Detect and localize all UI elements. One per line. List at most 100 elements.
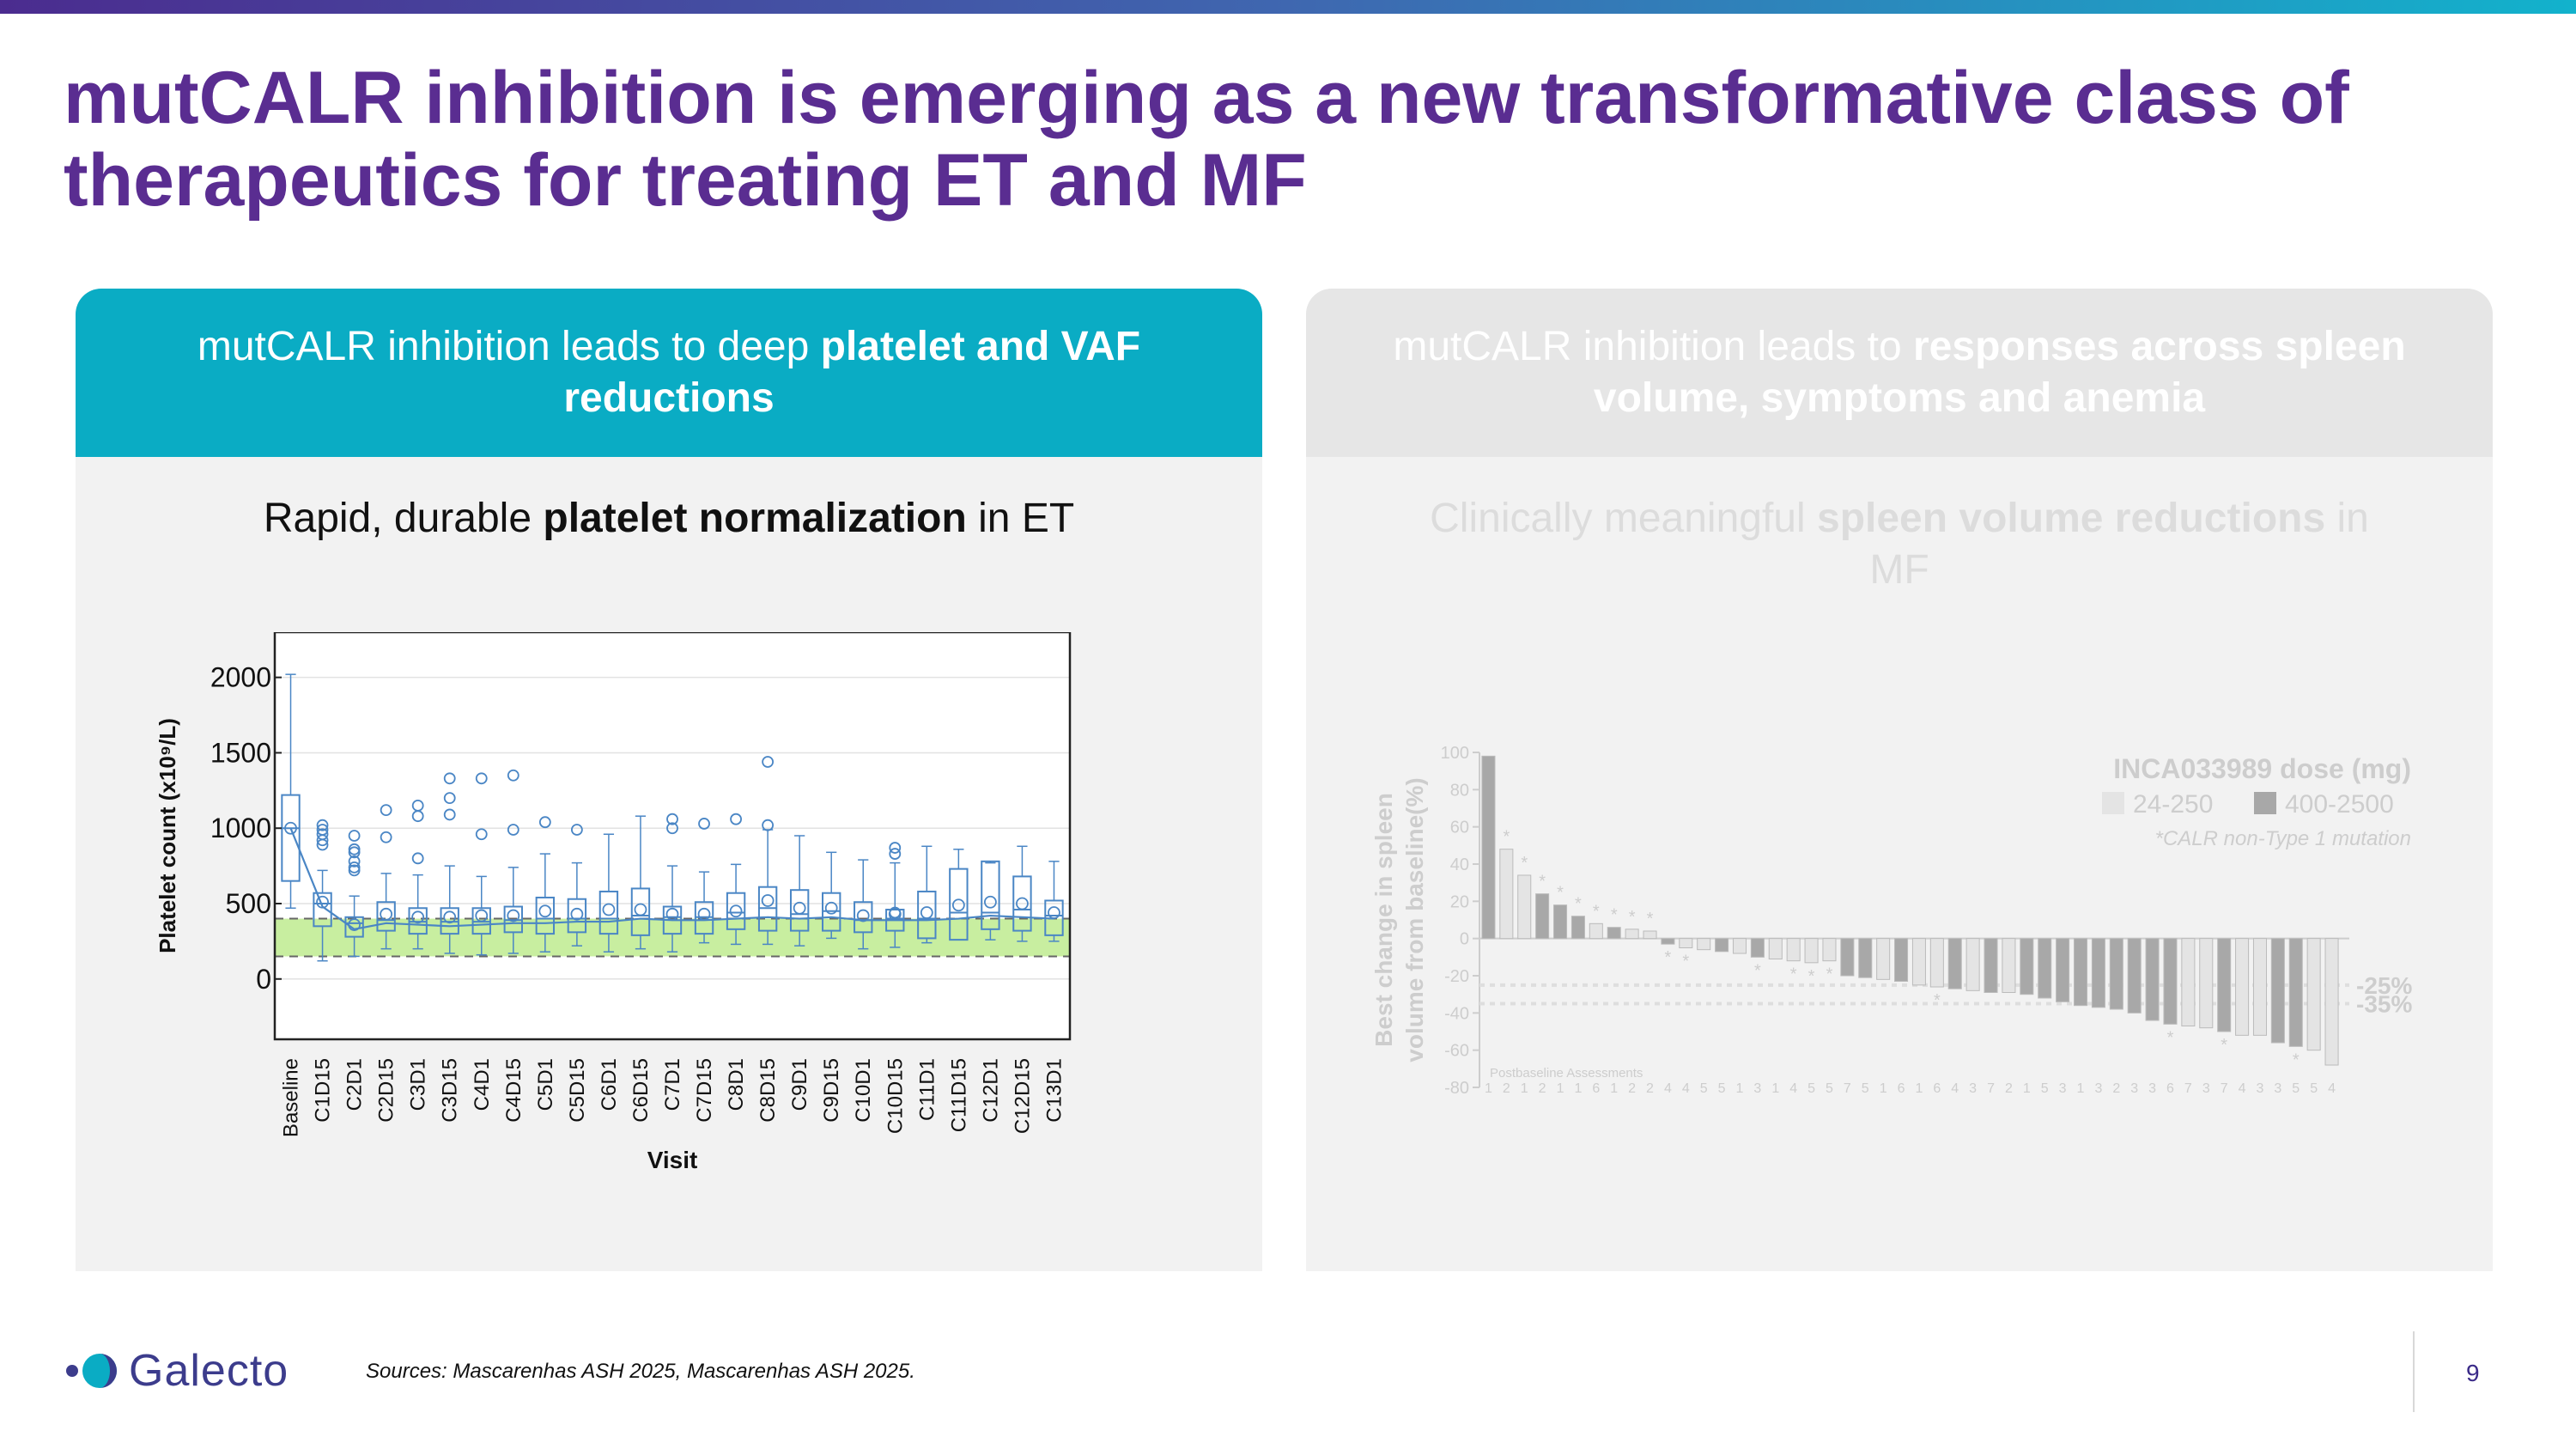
outlier-point [316, 834, 329, 847]
sources-text: Sources: Mascarenhas ASH 2025, Mascarenh… [366, 1360, 915, 1383]
non-type1-asterisk: * [1629, 908, 1636, 927]
y-tick-label: -20 [1444, 967, 1469, 986]
waterfall-bar [1858, 938, 1873, 978]
x-tick-label: C1D15 [312, 1058, 335, 1123]
x-tick-label: C12D15 [1011, 1058, 1034, 1134]
outlier-point [348, 830, 361, 842]
outlier-point [570, 824, 583, 836]
page-number: 9 [2466, 1360, 2480, 1386]
waterfall-bar [1625, 928, 1639, 940]
waterfall-bar [2306, 938, 2321, 1051]
assessment-count: 7 [1987, 1081, 1995, 1096]
box [1012, 875, 1032, 932]
outlier-point [538, 816, 551, 829]
waterfall-bar [2038, 938, 2052, 999]
non-type1-asterisk: * [1682, 953, 1689, 971]
postbaseline-label: Postbaseline Assessments [1490, 1066, 1643, 1081]
mean-marker [634, 903, 647, 916]
assessment-count: 1 [1771, 1081, 1779, 1096]
mean-marker [824, 901, 838, 915]
box [854, 901, 873, 934]
left-subtitle-prefix: Rapid, durable [263, 496, 544, 541]
waterfall-bar [1607, 927, 1621, 940]
non-type1-asterisk: * [2293, 1050, 2300, 1069]
y-tick-label: 0 [256, 964, 271, 995]
waterfall-bar [2217, 938, 2232, 1032]
assessment-count: 1 [2023, 1081, 2031, 1096]
x-tick-label: C3D15 [439, 1058, 462, 1123]
left-panel: mutCALR inhibition leads to deep platele… [76, 289, 1262, 1271]
x-tick-label: C3D1 [407, 1058, 430, 1111]
assessment-count: 1 [1485, 1081, 1492, 1096]
waterfall-bar [1911, 938, 1926, 986]
assessment-count: 1 [1915, 1081, 1923, 1096]
box [598, 890, 619, 935]
assessment-count: 4 [1789, 1081, 1797, 1096]
waterfall-bar [2252, 938, 2267, 1036]
x-tick-label: C2D15 [375, 1058, 398, 1123]
outlier-point [889, 842, 902, 854]
waterfall-bar [1929, 938, 1944, 988]
x-axis-label: Visit [647, 1147, 698, 1173]
assessment-count: 6 [1898, 1081, 1905, 1096]
assessment-count: 5 [2292, 1081, 2300, 1096]
mean-marker [507, 909, 520, 922]
x-tick-label: C10D1 [852, 1058, 875, 1123]
left-subtitle-suffix: in ET [966, 496, 1075, 541]
outlier-point [411, 810, 424, 823]
outlier-point [698, 818, 710, 830]
top-gradient-bar [0, 0, 2576, 14]
x-tick-label: C9D1 [788, 1058, 811, 1111]
y-tick-label: 80 [1450, 781, 1469, 800]
assessment-count: 5 [1718, 1081, 1726, 1096]
mean-marker [729, 904, 743, 918]
plot-frame [273, 632, 1072, 1041]
box [313, 892, 332, 928]
non-type1-asterisk: * [1575, 895, 1582, 914]
x-tick-label: C12D1 [979, 1058, 1002, 1123]
waterfall-bar [1876, 938, 1891, 980]
legend-label-high: 400-2500 [2285, 790, 2394, 819]
waterfall-bar [2199, 938, 2214, 1029]
assessment-count: 5 [2041, 1081, 2049, 1096]
assessment-count: 5 [1862, 1081, 1869, 1096]
mean-marker [951, 898, 965, 912]
y-axis-label: Platelet count (x10⁹/L) [155, 718, 180, 953]
outlier-point [475, 772, 488, 785]
assessment-count: 3 [1969, 1081, 1977, 1096]
non-type1-asterisk: * [1557, 884, 1564, 903]
platelet-boxplot-chart: Baseline C1D15 C2D1 C2D15 C3D1 C3D15 C4D1 C4D15… [155, 632, 1072, 1173]
assessment-count: 1 [1557, 1081, 1564, 1096]
assessment-count: 2 [1628, 1081, 1636, 1096]
box [376, 901, 396, 932]
x-tick-label: C11D1 [915, 1058, 939, 1121]
non-type1-asterisk: * [1665, 948, 1672, 967]
non-type1-asterisk: * [1593, 902, 1600, 921]
assessment-count: 6 [2166, 1081, 2174, 1096]
y-tick-label: -60 [1444, 1042, 1469, 1061]
assessment-count: 1 [1736, 1081, 1744, 1096]
assessment-count: 3 [2257, 1081, 2264, 1096]
waterfall-bar [2091, 938, 2105, 1008]
assessment-count: 1 [1880, 1081, 1887, 1096]
outlier-point [666, 822, 678, 835]
assessment-count: 6 [1933, 1081, 1941, 1096]
x-tick-label: C4D1 [471, 1058, 494, 1111]
galecto-logo-icon [66, 1354, 117, 1388]
assessment-count: 3 [2202, 1081, 2210, 1096]
non-type1-asterisk: * [1826, 965, 1833, 984]
waterfall-bar [1786, 938, 1801, 962]
assessment-count: 3 [2130, 1081, 2138, 1096]
non-type1-asterisk: * [1539, 873, 1546, 892]
assessment-count: 4 [1682, 1081, 1690, 1096]
assessment-count: 2 [1646, 1081, 1654, 1096]
outlier-point [348, 843, 361, 855]
assessment-count: 4 [1951, 1081, 1959, 1096]
waterfall-bar [1715, 938, 1729, 953]
outlier-point [730, 813, 742, 825]
mean-marker [570, 907, 584, 921]
footer-divider [2413, 1331, 2415, 1412]
assessment-count: 2 [2112, 1081, 2120, 1096]
x-tick-label: C7D15 [693, 1058, 716, 1123]
right-panel-header: mutCALR inhibition leads to responses ac… [1306, 289, 2493, 457]
